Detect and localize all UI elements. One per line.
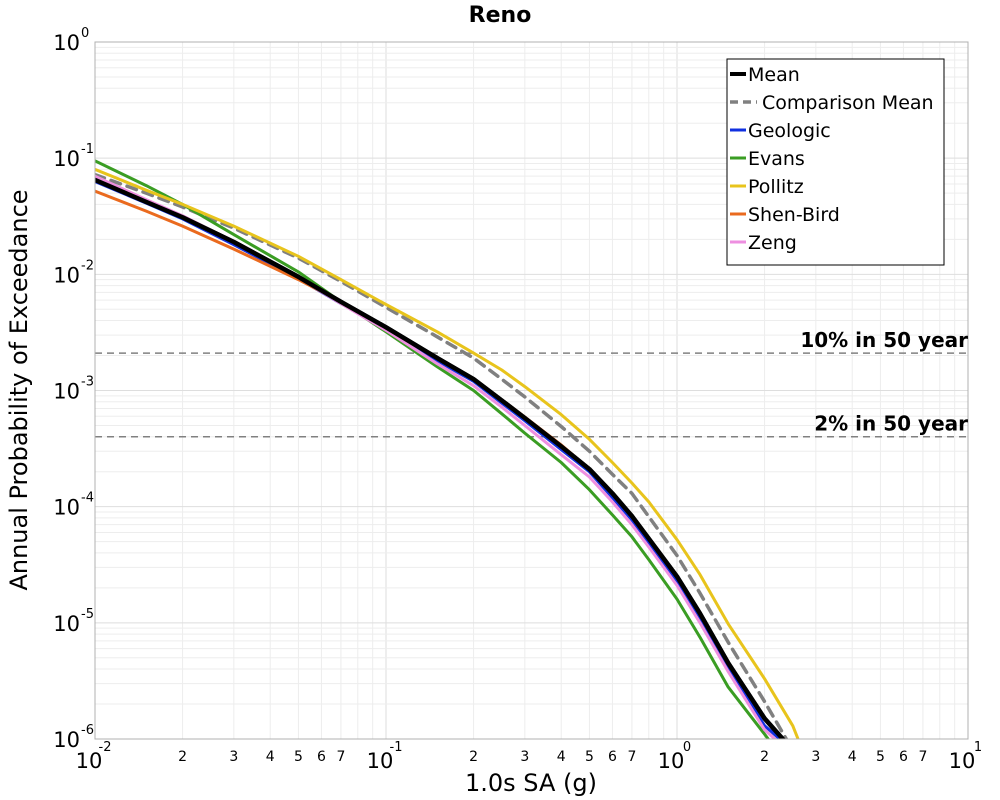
y-tick-label: 10	[53, 147, 80, 171]
x-minor-tick-label: 3	[520, 749, 529, 765]
series-lines	[95, 159, 800, 739]
y-axis-label: Annual Probability of Exceedance	[5, 189, 33, 590]
x-minor-tick-label: 2	[760, 749, 769, 765]
series-line	[95, 159, 771, 739]
plot-frame	[94, 41, 969, 740]
y-tick-exponent: -2	[81, 258, 94, 273]
y-tick-label: 10	[53, 612, 80, 636]
legend-entry: Pollitz	[748, 176, 804, 198]
legend-entry: Geologic	[748, 120, 831, 142]
y-tick-exponent: -1	[81, 142, 94, 157]
x-minor-tick-label: 3	[229, 749, 238, 765]
legend-entry: Shen-Bird	[748, 204, 840, 226]
x-minor-tick-label: 2	[178, 749, 187, 765]
series-line	[95, 172, 789, 739]
x-minor-tick-label: 4	[848, 749, 857, 765]
x-tick-exponent: -2	[99, 740, 112, 755]
y-tick-label: 10	[53, 31, 80, 55]
y-tick-label: 10	[53, 263, 80, 287]
chart-title: Reno	[469, 3, 532, 28]
x-tick-exponent: -1	[390, 740, 403, 755]
y-tick-label: 10	[53, 380, 80, 404]
grid-lines	[94, 42, 968, 740]
x-tick-label: 10	[658, 749, 685, 773]
legend: Mean Comparison Mean Geologic Evans Pollitz S…	[726, 58, 945, 266]
x-minor-tick-label: 2	[469, 749, 478, 765]
x-minor-tick-label: 7	[627, 749, 636, 765]
y-tick-exponent: -4	[81, 491, 94, 506]
x-minor-tick-label: 3	[811, 749, 820, 765]
x-tick-label: 10	[949, 749, 976, 773]
y-tick-exponent: -3	[81, 375, 94, 390]
y-tick-label: 10	[53, 728, 80, 752]
legend-box	[726, 58, 945, 266]
y-tick-exponent: -5	[81, 607, 94, 622]
legend-entry: Comparison Mean	[762, 92, 934, 114]
x-tick-label: 10	[367, 749, 394, 773]
y-tick-label: 10	[53, 496, 80, 520]
x-minor-tick-label: 5	[294, 749, 303, 765]
x-minor-tick-label: 4	[557, 749, 566, 765]
x-minor-tick-label: 5	[876, 749, 885, 765]
reference-labels: 10% in 50 year 2% in 50 year	[800, 328, 968, 436]
legend-entry: Evans	[748, 148, 805, 170]
legend-entry: Zeng	[748, 232, 797, 254]
x-tick-exponent: 0	[683, 740, 691, 755]
series-line	[95, 167, 800, 739]
x-tick-exponent: 1	[974, 740, 982, 755]
x-tick-label: 10	[76, 749, 103, 773]
reference-line-label: 10% in 50 year	[800, 328, 968, 352]
x-minor-tick-label: 5	[585, 749, 594, 765]
y-tick-exponent: -6	[81, 723, 94, 738]
x-axis-label: 1.0s SA (g)	[465, 769, 597, 797]
x-minor-tick-label: 6	[317, 749, 326, 765]
series-line-top	[95, 177, 786, 739]
x-minor-tick-label: 7	[918, 749, 927, 765]
reference-line-label: 2% in 50 year	[814, 412, 968, 436]
x-minor-tick-label: 7	[336, 749, 345, 765]
y-tick-exponent: 0	[81, 26, 89, 41]
x-minor-tick-label: 4	[266, 749, 275, 765]
x-minor-tick-label: 6	[899, 749, 908, 765]
legend-entry: Mean	[748, 64, 800, 86]
x-minor-tick-label: 6	[608, 749, 617, 765]
